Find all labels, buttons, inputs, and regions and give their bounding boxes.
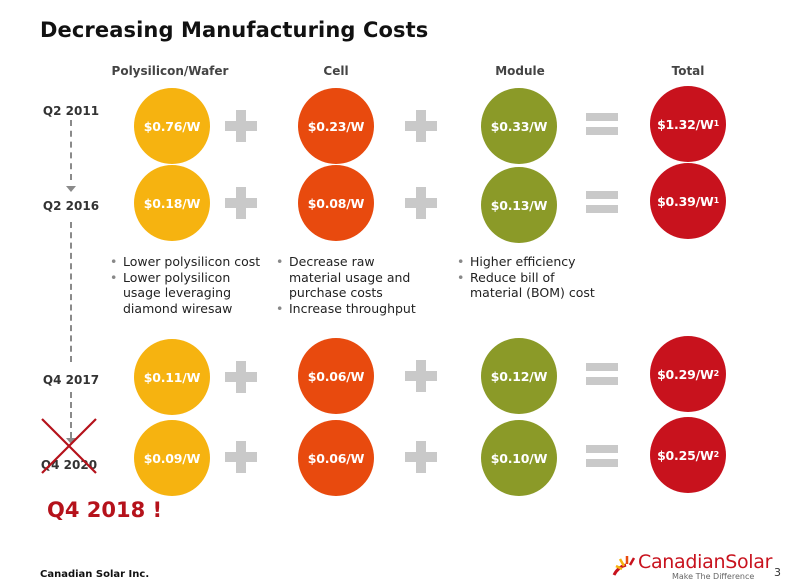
module-drivers-list: Higher efficiency Reduce bill of materia… — [455, 254, 605, 301]
equals-icon — [586, 113, 618, 135]
company-logo: CanadianSolar Make The Difference — [612, 551, 772, 583]
cell-cost-circle: $0.23/W — [298, 88, 374, 164]
cell-drivers-list: Decrease raw material usage and purchase… — [274, 254, 424, 316]
total-value: $0.25/W — [657, 447, 714, 463]
column-header-polysilicon: Polysilicon/Wafer — [111, 64, 229, 78]
total-value: $0.29/W — [657, 366, 714, 382]
bullet-item: Higher efficiency — [455, 254, 605, 270]
total-cost-circle: $0.29/W 2 — [650, 336, 726, 412]
slide-title: Decreasing Manufacturing Costs — [40, 18, 429, 42]
module-cost-circle: $0.13/W — [481, 167, 557, 243]
total-cost-circle: $0.25/W 2 — [650, 417, 726, 493]
module-cost-circle: $0.10/W — [481, 420, 557, 496]
cell-cost-circle: $0.06/W — [298, 420, 374, 496]
poly-cost-circle: $0.76/W — [134, 88, 210, 164]
plus-icon — [405, 110, 437, 142]
sun-rays-icon — [612, 556, 636, 576]
module-cost-circle: $0.12/W — [481, 338, 557, 414]
arrow-down-icon — [66, 438, 76, 444]
timeline-connector — [70, 392, 72, 438]
plus-icon — [225, 441, 257, 473]
plus-icon — [405, 187, 437, 219]
timeline-connector — [70, 222, 72, 362]
bullet-item: Reduce bill of material (BOM) cost — [455, 270, 598, 301]
total-value: $0.39/W — [657, 193, 714, 209]
plus-icon — [405, 441, 437, 473]
total-cost-circle: $0.39/W 1 — [650, 163, 726, 239]
column-header-total: Total — [671, 64, 705, 78]
total-cost-circle: $1.32/W 1 — [650, 86, 726, 162]
page-number: 3 — [774, 566, 781, 579]
total-value: $1.32/W — [657, 116, 714, 132]
plus-icon — [225, 187, 257, 219]
module-cost-circle: $0.33/W — [481, 88, 557, 164]
logo-tagline: Make The Difference — [672, 572, 755, 581]
plus-icon — [405, 360, 437, 392]
row-label: Q2 2016 — [42, 199, 100, 213]
poly-drivers-list: Lower polysilicon cost Lower polysilicon… — [108, 254, 278, 316]
cell-cost-circle: $0.06/W — [298, 338, 374, 414]
bullet-item: Decrease raw material usage and purchase… — [274, 254, 417, 301]
strikethrough-x-icon — [41, 418, 97, 474]
logo-wordmark: CanadianSolar — [638, 551, 773, 573]
footer-company-name: Canadian Solar Inc. — [40, 569, 150, 580]
plus-icon — [225, 110, 257, 142]
bullet-item: Increase throughput — [274, 301, 424, 317]
cell-cost-circle: $0.08/W — [298, 165, 374, 241]
row-label: Q2 2011 — [42, 104, 100, 118]
equals-icon — [586, 445, 618, 467]
poly-cost-circle: $0.09/W — [134, 420, 210, 496]
column-header-cell: Cell — [323, 64, 349, 78]
plus-icon — [225, 361, 257, 393]
arrow-down-icon — [66, 186, 76, 192]
timeline-connector — [70, 120, 72, 180]
revised-date-annotation: Q4 2018 ! — [47, 498, 163, 522]
bullet-item: Lower polysilicon usage leveraging diamo… — [108, 270, 253, 317]
equals-icon — [586, 363, 618, 385]
poly-cost-circle: $0.18/W — [134, 165, 210, 241]
row-label: Q4 2017 — [42, 373, 100, 387]
column-header-module: Module — [495, 64, 545, 78]
bullet-item: Lower polysilicon cost — [108, 254, 278, 270]
poly-cost-circle: $0.11/W — [134, 339, 210, 415]
equals-icon — [586, 191, 618, 213]
